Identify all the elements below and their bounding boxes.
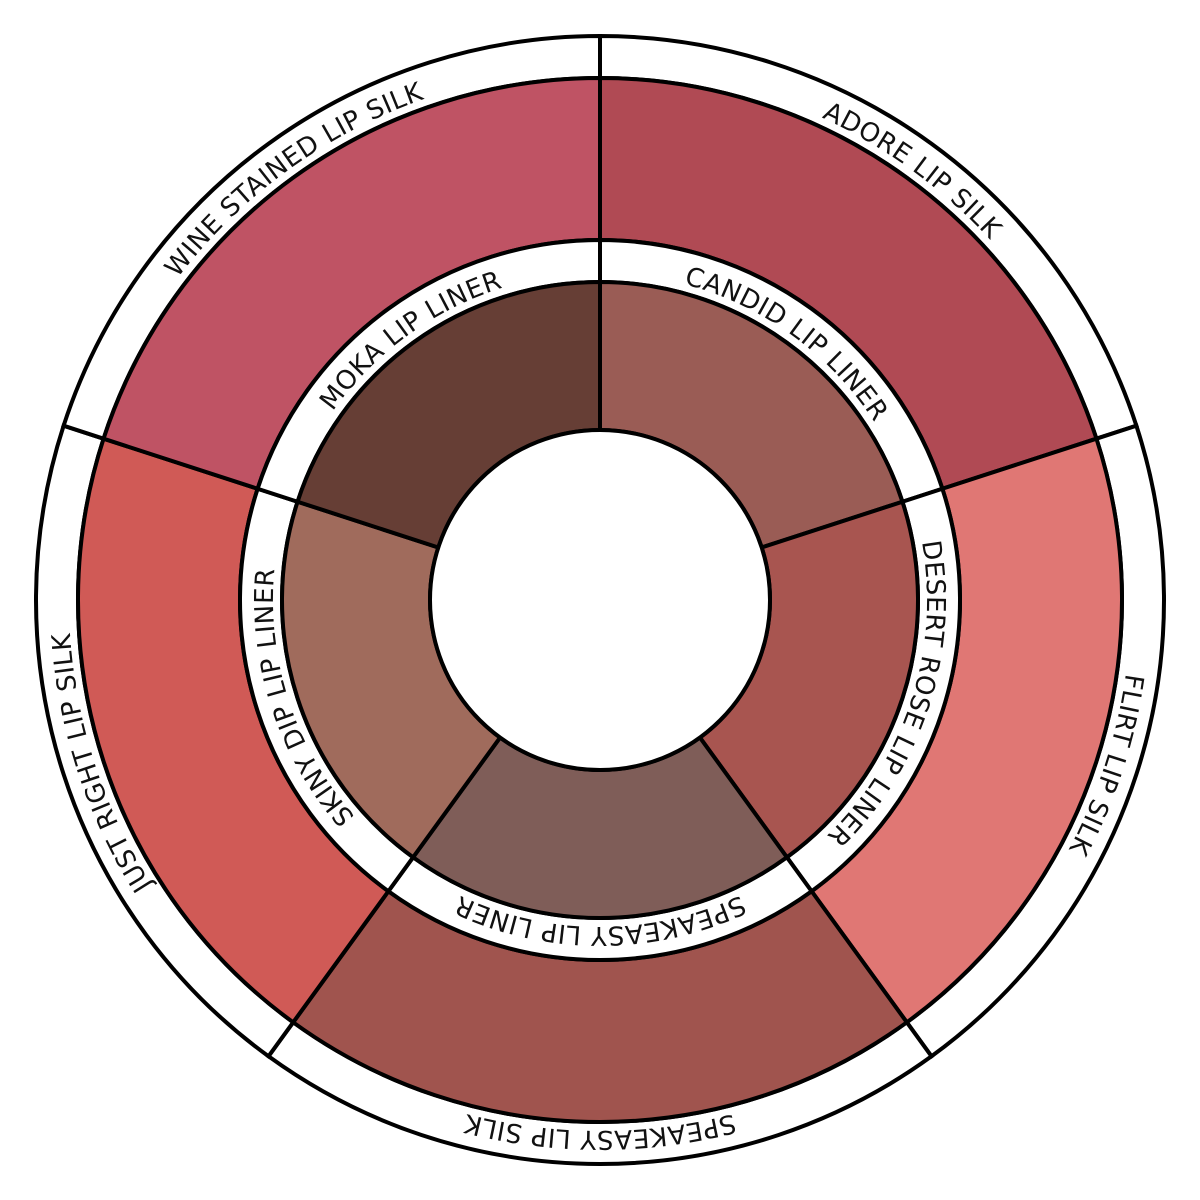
center-hole — [428, 428, 772, 772]
